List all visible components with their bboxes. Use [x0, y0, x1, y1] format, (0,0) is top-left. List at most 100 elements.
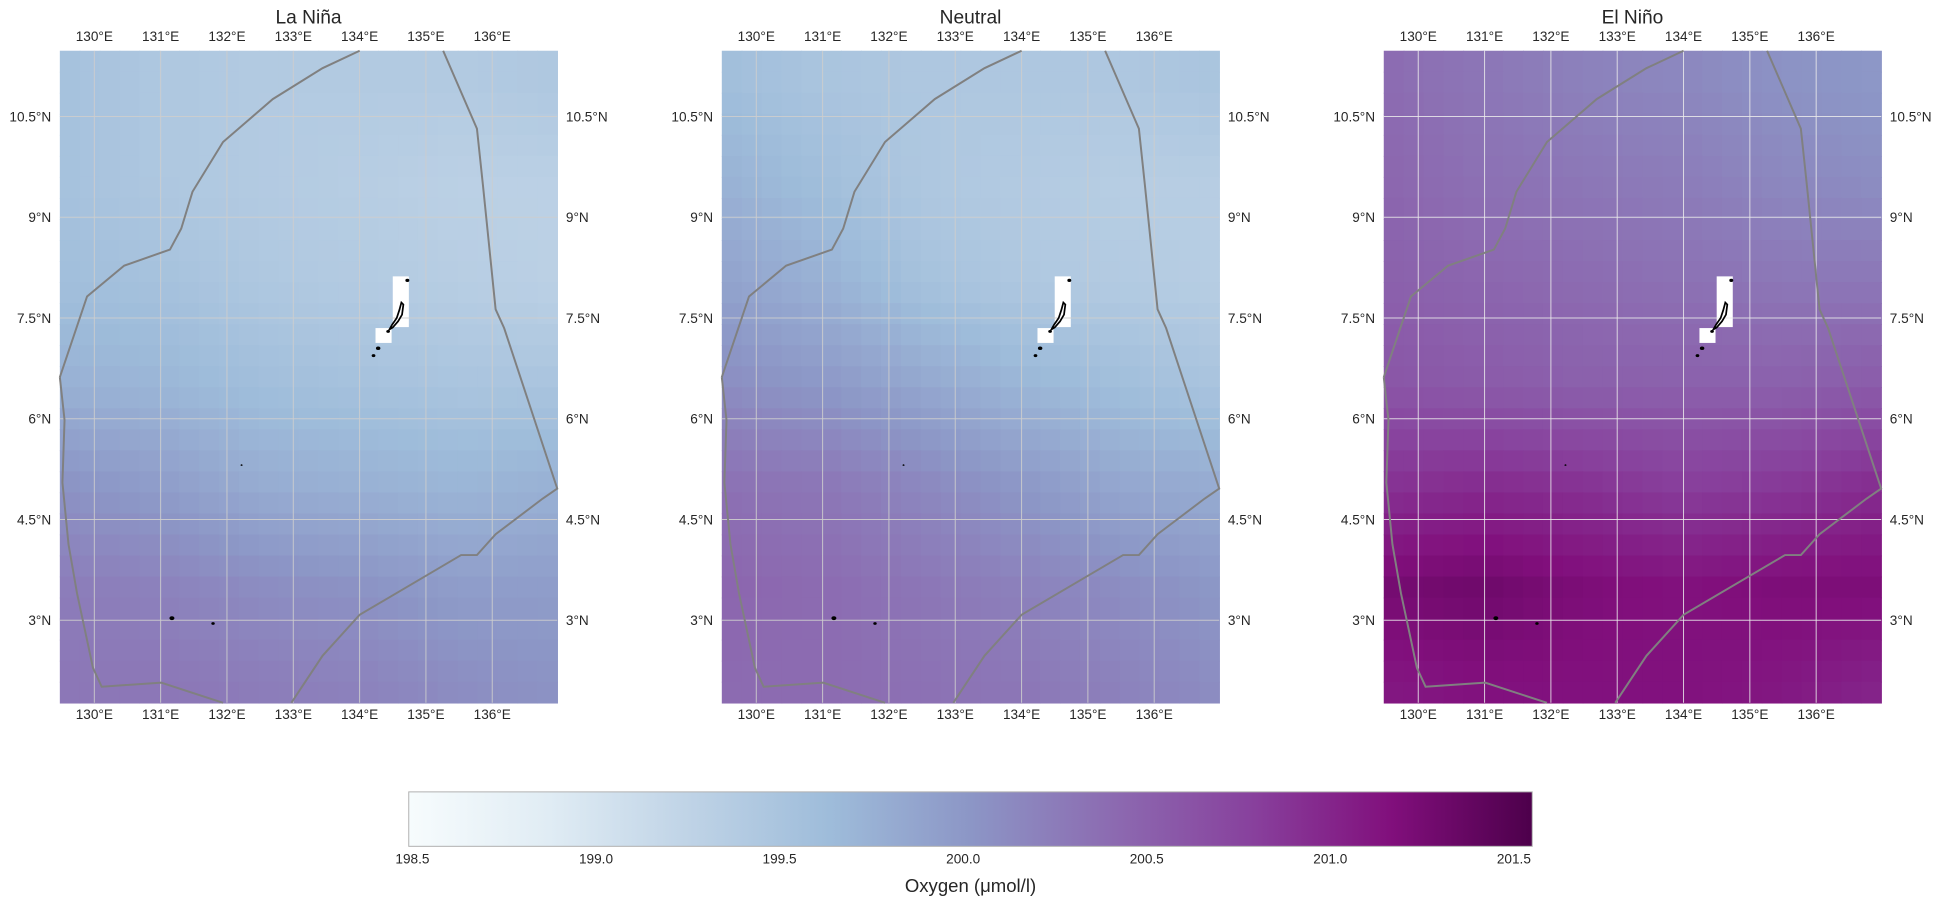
heatmap-cell [338, 282, 360, 304]
heatmap-cell [940, 450, 962, 473]
heatmap-cell [1179, 597, 1201, 620]
heatmap-cell [1861, 618, 1882, 641]
heatmap-cell [1463, 618, 1484, 641]
heatmap-cell [537, 366, 558, 389]
heatmap-cell [1682, 282, 1703, 304]
heatmap-cell [338, 660, 360, 683]
heatmap-cell [1423, 576, 1445, 599]
heatmap-cell [378, 492, 399, 515]
lon-tick-label-bottom: 132°E [1532, 707, 1569, 722]
heatmap-cell [940, 113, 962, 136]
heatmap-cell [1821, 155, 1843, 178]
heatmap-cell [1139, 576, 1161, 599]
heatmap-cell [1642, 282, 1664, 304]
heatmap-cell [741, 660, 763, 683]
heatmap-cell [358, 555, 379, 578]
heatmap-cell [1099, 681, 1121, 704]
heatmap-cell [1463, 555, 1484, 578]
heatmap-cell [1781, 387, 1803, 410]
heatmap-cell [1861, 366, 1882, 389]
heatmap-cell [1179, 513, 1201, 536]
heatmap-cell [537, 176, 558, 199]
heatmap-cell [159, 618, 180, 641]
heatmap-cell [1761, 261, 1783, 283]
heatmap-cell [199, 513, 220, 536]
heatmap-cell [139, 618, 161, 641]
heatmap-cell [1020, 681, 1041, 704]
heatmap-cell [1801, 639, 1823, 662]
heatmap-cell [1662, 282, 1683, 304]
heatmap-cell [1841, 155, 1863, 178]
heatmap-cell [1801, 555, 1823, 578]
heatmap-cell [179, 492, 200, 515]
heatmap-cell [139, 219, 161, 241]
heatmap-cell [1199, 618, 1220, 641]
heatmap-cell [99, 618, 121, 641]
heatmap-cell [1582, 282, 1604, 304]
heatmap-cell [1523, 387, 1544, 410]
heatmap-cell [1060, 450, 1081, 473]
heatmap-cell [1423, 492, 1445, 515]
heatmap-cell [238, 176, 260, 199]
heatmap-cell [1159, 597, 1181, 620]
heatmap-cell [1159, 303, 1181, 325]
heatmap-cell [821, 618, 842, 641]
heatmap-cell [940, 471, 962, 494]
heatmap-cell [517, 492, 539, 515]
heatmap-cell [318, 282, 340, 304]
heatmap-cell [1841, 303, 1863, 325]
heatmap-cell [1463, 50, 1484, 73]
heatmap-cell [258, 429, 280, 452]
heatmap-cell [1761, 71, 1783, 94]
heatmap-cell [1642, 492, 1664, 515]
heatmap-cell [1741, 219, 1763, 241]
heatmap-cell [980, 387, 1002, 410]
heatmap-cell [1582, 303, 1604, 325]
heatmap-cell [1443, 219, 1465, 241]
lat-tick-label-right: 9°N [566, 210, 589, 225]
heatmap-cell [761, 176, 783, 199]
heatmap-cell [1483, 303, 1504, 325]
island [386, 329, 390, 333]
heatmap-cell [781, 639, 803, 662]
heatmap-cell [119, 197, 141, 220]
heatmap-cell [1463, 513, 1484, 536]
heatmap-cell [1642, 155, 1664, 178]
heatmap-cell [1000, 176, 1021, 199]
heatmap-cell [417, 92, 439, 115]
heatmap-cell [358, 303, 379, 325]
heatmap-cell [1443, 660, 1465, 683]
heatmap-cell [1060, 366, 1081, 389]
heatmap-cell [761, 113, 783, 136]
heatmap-cell [1801, 597, 1823, 620]
island [1535, 622, 1539, 625]
heatmap-cell [358, 113, 379, 136]
heatmap-cell [1861, 324, 1882, 346]
heatmap-cell [1622, 240, 1644, 262]
lon-tick-label-bottom: 131°E [804, 707, 841, 722]
heatmap-cell [79, 450, 101, 473]
heatmap-cell [1423, 660, 1445, 683]
heatmap-cell [1179, 618, 1201, 641]
heatmap-cell [378, 597, 399, 620]
heatmap-cell [1602, 50, 1624, 73]
heatmap-cell [900, 197, 922, 220]
heatmap-cell [1821, 92, 1843, 115]
heatmap-cell [238, 282, 260, 304]
heatmap-cell [1503, 429, 1524, 452]
eez-boundary-line [290, 50, 559, 704]
heatmap-cell [398, 387, 419, 410]
heatmap-cell [1463, 261, 1484, 283]
heatmap-cell [1702, 450, 1723, 473]
heatmap-cell [437, 450, 459, 473]
heatmap-cell [1761, 197, 1783, 220]
heatmap-cell [940, 345, 962, 367]
heatmap-cell [517, 71, 539, 94]
heatmap-cell [477, 555, 499, 578]
heatmap-cell [1020, 155, 1041, 178]
heatmap-cell [378, 555, 399, 578]
heatmap-cell [741, 366, 763, 389]
heatmap-cell [940, 555, 962, 578]
heatmap-cell [1761, 471, 1783, 494]
heatmap-cell [761, 366, 783, 389]
